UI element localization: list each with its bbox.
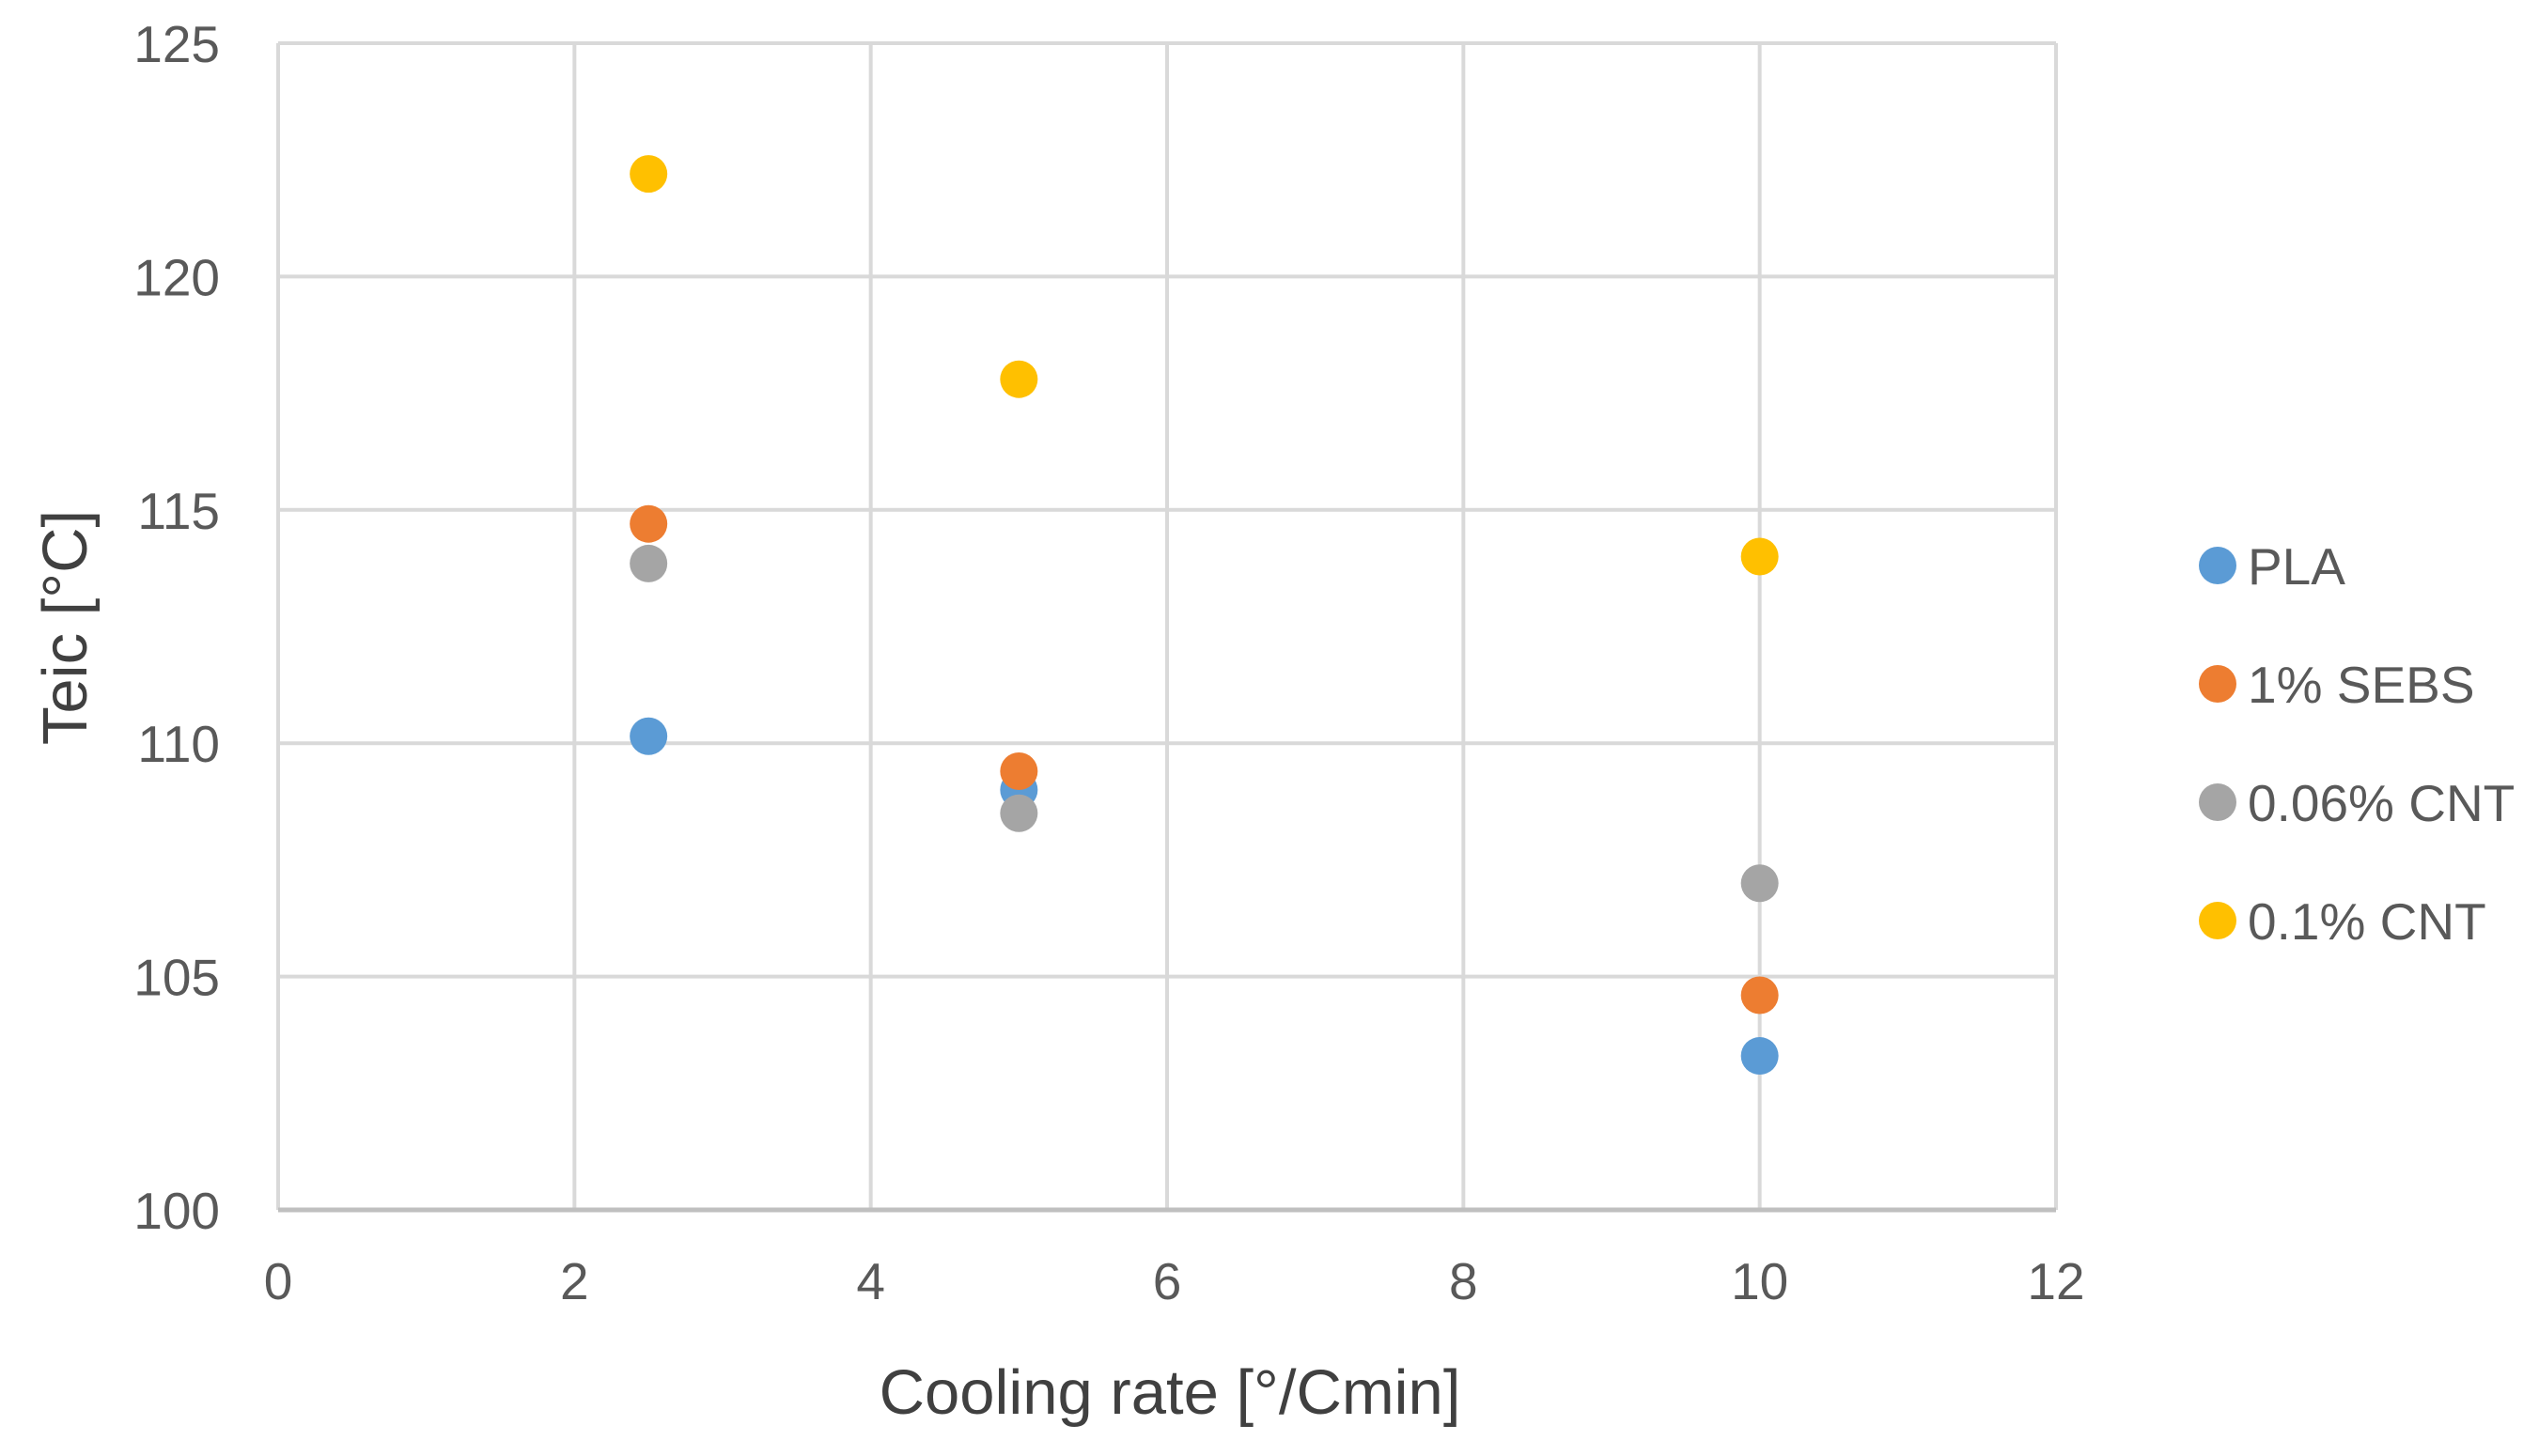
- point-0-1pct-cnt: [630, 155, 668, 194]
- x-tick-label: 8: [1449, 1252, 1478, 1310]
- legend-marker: [2199, 665, 2236, 703]
- data-points: [630, 155, 1779, 1076]
- legend-label: PLA: [2248, 537, 2345, 596]
- point-0-06pct-cnt: [1000, 794, 1038, 832]
- point-pla: [1740, 1037, 1779, 1076]
- legend-label: 0.1% CNT: [2248, 892, 2486, 951]
- x-tick-label: 10: [1731, 1252, 1788, 1310]
- point-0-06pct-cnt: [1740, 864, 1779, 903]
- point-1pct-sebs: [1000, 752, 1038, 791]
- point-pla: [630, 717, 668, 755]
- legend: PLA 1% SEBS 0.06% CNT 0.1% CNT: [2199, 537, 2515, 951]
- y-axis-title: Teic [°C]: [30, 510, 101, 745]
- legend-item-1pct-sebs: 1% SEBS: [2199, 656, 2475, 714]
- legend-item-0-06pct-cnt: 0.06% CNT: [2199, 774, 2515, 832]
- y-tick-label: 105: [133, 949, 220, 1007]
- y-tick-label: 110: [137, 715, 220, 773]
- x-tick-label: 6: [1153, 1252, 1182, 1310]
- legend-marker: [2199, 783, 2236, 821]
- point-0-1pct-cnt: [1000, 360, 1038, 398]
- point-1pct-sebs: [630, 504, 668, 543]
- point-0-06pct-cnt: [630, 544, 668, 582]
- legend-marker: [2199, 902, 2236, 939]
- y-tick-label: 120: [133, 248, 220, 306]
- legend-item-0-1pct-cnt: 0.1% CNT: [2199, 892, 2486, 951]
- y-tick-label: 115: [137, 482, 220, 540]
- legend-item-pla: PLA: [2199, 537, 2345, 596]
- tick-labels: 0 2 4 6 8 10 12 100 105 110 115 120 125: [133, 15, 2084, 1310]
- legend-label: 1% SEBS: [2248, 656, 2475, 714]
- x-tick-label: 2: [560, 1252, 589, 1310]
- x-axis-title: Cooling rate [°/Cmin]: [880, 1357, 1461, 1428]
- legend-marker: [2199, 547, 2236, 584]
- grid: [276, 41, 2058, 1212]
- point-1pct-sebs: [1740, 976, 1779, 1015]
- x-tick-label: 0: [264, 1252, 293, 1310]
- point-0-1pct-cnt: [1740, 537, 1779, 576]
- y-tick-label: 125: [133, 15, 220, 73]
- x-tick-label: 12: [2027, 1252, 2084, 1310]
- y-tick-label: 100: [133, 1182, 220, 1240]
- x-tick-label: 4: [856, 1252, 885, 1310]
- legend-label: 0.06% CNT: [2248, 774, 2515, 832]
